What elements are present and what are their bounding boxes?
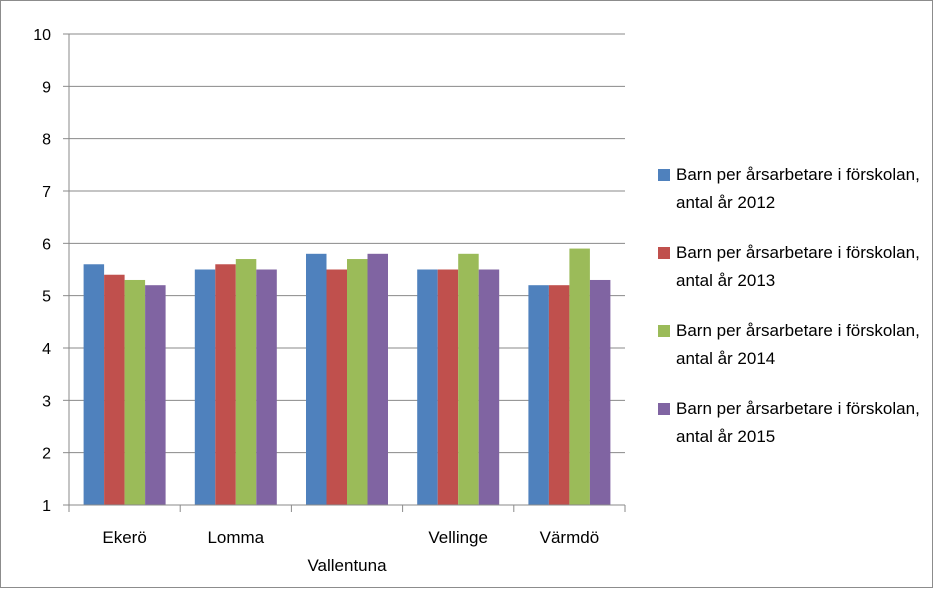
y-tick-label-3: 3: [42, 393, 51, 410]
legend-swatch-2013: [658, 247, 670, 259]
bar-Värmdö-3: [589, 279, 611, 505]
legend-item-2013: Barn per årsarbetare i förskolan, antal …: [656, 239, 926, 317]
y-tick-label-10: 10: [33, 27, 51, 44]
x-tick-label-4: Värmdö: [540, 528, 600, 547]
y-tick-label-1: 1: [42, 498, 51, 515]
bar-Värmdö-1: [548, 285, 570, 505]
y-tick-label-2: 2: [42, 446, 51, 463]
y-tick-label-4: 4: [42, 341, 51, 358]
bar-Lomma-0: [194, 269, 216, 505]
legend-label-2014: Barn per årsarbetare i förskolan, antal …: [676, 321, 920, 368]
bar-Ekerö-0: [83, 264, 105, 505]
legend-item-2012: Barn per årsarbetare i förskolan, antal …: [656, 161, 926, 239]
bar-Vallentuna-3: [367, 253, 388, 505]
x-tick-label-1: Lomma: [207, 528, 264, 547]
bar-Vallentuna-1: [326, 269, 347, 505]
legend-swatch-2012: [658, 169, 670, 181]
y-tick-label-5: 5: [42, 289, 51, 306]
bar-Lomma-3: [256, 269, 277, 505]
bar-Vellinge-2: [458, 253, 479, 505]
bar-Vellinge-1: [437, 269, 459, 505]
bar-Värmdö-2: [569, 248, 590, 506]
bar-Lomma-2: [235, 259, 257, 505]
legend-label-2013: Barn per årsarbetare i förskolan, antal …: [676, 243, 920, 290]
legend-label-2012: Barn per årsarbetare i förskolan, antal …: [676, 165, 920, 212]
y-tick-label-8: 8: [42, 132, 51, 149]
y-tick-labels: 1 2 3 4 5 6 7 8 9 10: [33, 27, 51, 515]
x-tick-label-2: Vallentuna: [307, 556, 387, 575]
bar-Vellinge-3: [478, 269, 500, 505]
bar-chart: 1 2 3 4 5 6 7 8 9 10 Ekerö Lomma Vallentuna Vellinge…: [33, 27, 626, 575]
bar-Ekerö-1: [104, 274, 125, 505]
y-tick-label-6: 6: [42, 236, 51, 253]
bar-Vellinge-0: [417, 269, 438, 505]
legend-label-2015: Barn per årsarbetare i förskolan, antal …: [676, 399, 920, 446]
x-tick-label-3: Vellinge: [428, 528, 488, 547]
bar-Vallentuna-2: [347, 259, 368, 505]
y-tick-label-7: 7: [42, 184, 51, 201]
legend-swatch-2014: [658, 325, 670, 337]
legend: Barn per årsarbetare i förskolan, antal …: [656, 161, 926, 473]
x-tick-labels: Ekerö Lomma Vallentuna Vellinge Värmdö: [102, 528, 599, 575]
legend-item-2014: Barn per årsarbetare i förskolan, antal …: [656, 317, 926, 395]
axes: [63, 33, 626, 512]
bar-Ekerö-2: [124, 279, 146, 505]
bar-Värmdö-0: [528, 285, 549, 505]
x-tick-label-0: Ekerö: [102, 528, 146, 547]
bar-Vallentuna-0: [306, 253, 327, 505]
y-tick-label-9: 9: [42, 79, 51, 96]
bars: [83, 248, 611, 506]
legend-item-2015: Barn per årsarbetare i förskolan, antal …: [656, 395, 926, 473]
bar-Ekerö-3: [145, 285, 166, 505]
legend-swatch-2015: [658, 403, 670, 415]
bar-Lomma-1: [215, 264, 236, 505]
